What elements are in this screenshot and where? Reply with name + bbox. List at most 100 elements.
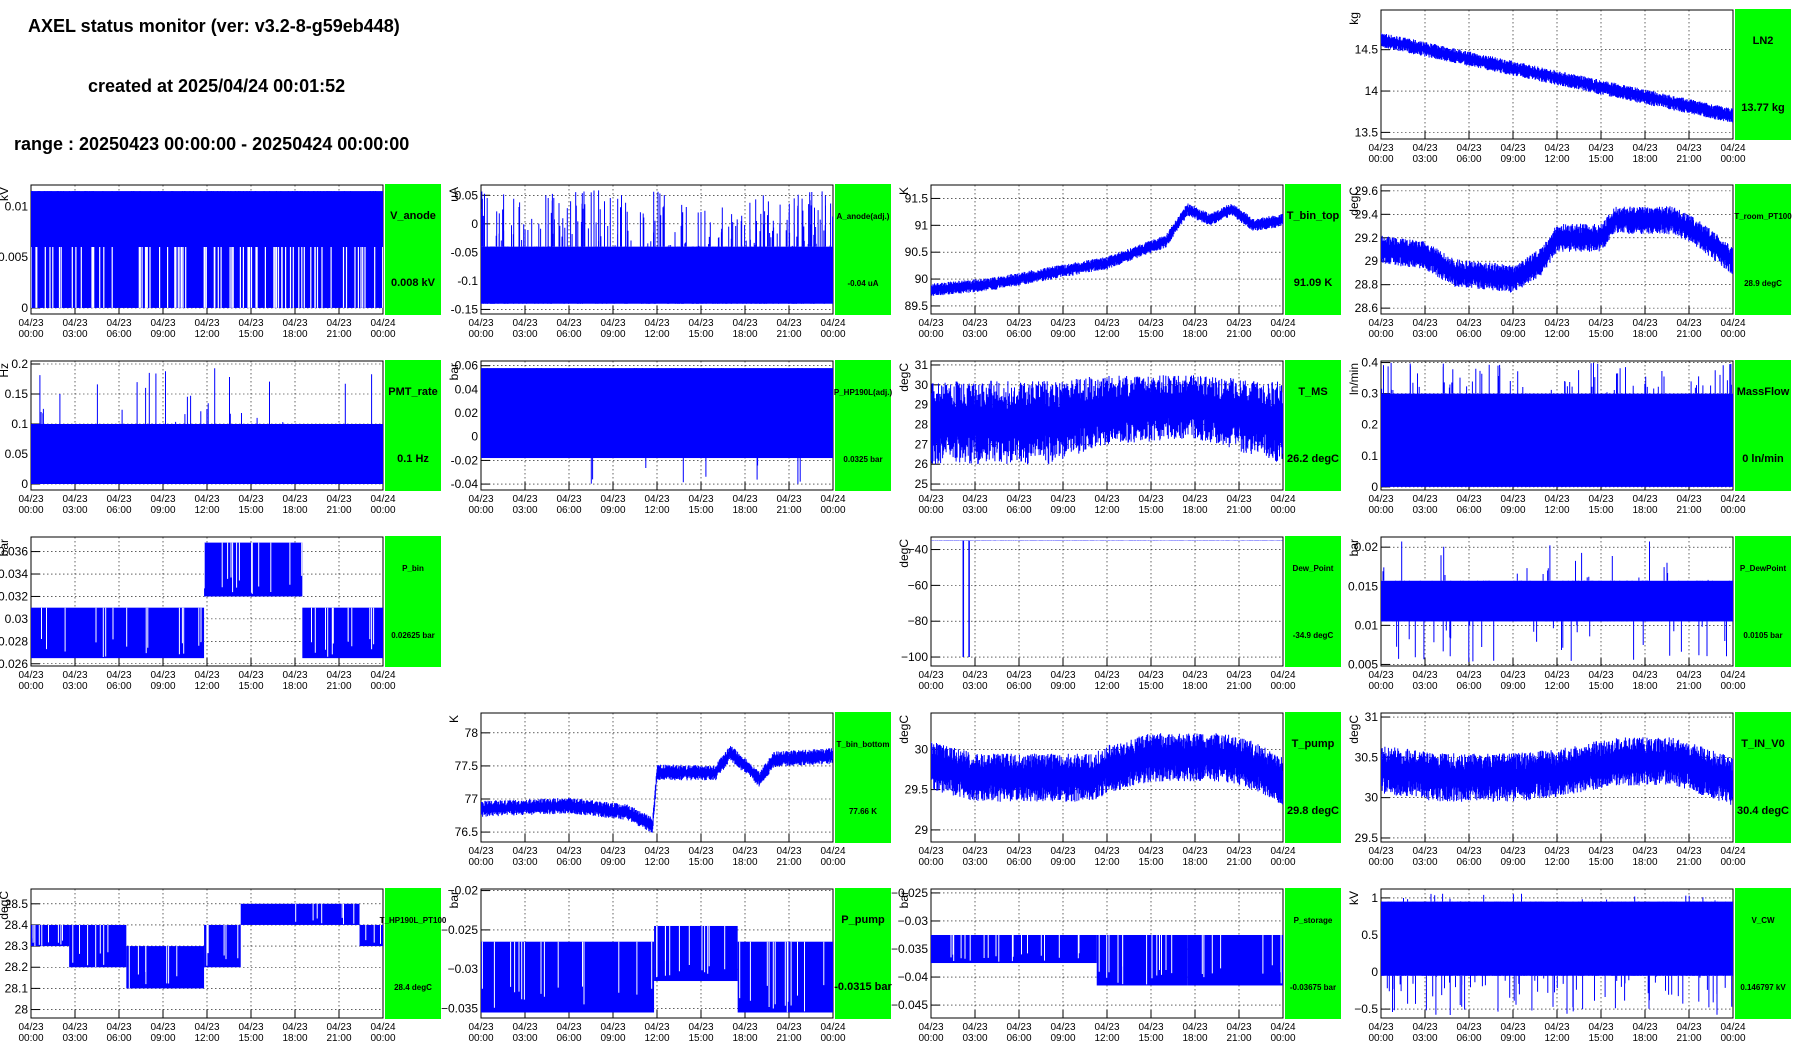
y-tick-label: 0.06	[455, 359, 479, 373]
x-tick-time: 18:00	[1632, 154, 1657, 165]
y-tick-label: 90.5	[905, 245, 929, 259]
chart-v_cw: −0.500.5104/2300:0004/2303:0004/2306:000…	[1347, 888, 1791, 1044]
created-timestamp: created at 2025/04/24 00:01:52	[88, 76, 346, 96]
data-trace	[1381, 32, 1733, 123]
x-tick-date: 04/23	[1456, 494, 1481, 505]
x-tick-date: 04/23	[1226, 846, 1251, 857]
x-tick-date: 04/23	[1412, 846, 1437, 857]
x-tick-date: 04/23	[238, 494, 263, 505]
y-tick-label: 0.02	[1355, 540, 1379, 554]
x-tick-date: 04/23	[600, 318, 625, 329]
x-tick-time: 06:00	[1006, 329, 1031, 340]
data-step-band	[204, 542, 303, 597]
x-tick-time: 12:00	[1544, 329, 1569, 340]
x-tick-date: 04/23	[1456, 318, 1481, 329]
y-tick-label: 28.8	[1355, 278, 1379, 292]
x-tick-date: 04/23	[1500, 1022, 1525, 1033]
y-tick-label: -0.05	[451, 245, 479, 259]
x-tick-time: 06:00	[1456, 505, 1481, 516]
x-tick-date: 04/23	[1226, 318, 1251, 329]
x-tick-date: 04/24	[370, 494, 395, 505]
data-spikes	[38, 368, 373, 484]
label-box	[1735, 888, 1791, 1019]
chart-t_in_v0: 29.53030.53104/2300:0004/2303:0004/2306:…	[1347, 710, 1791, 868]
x-tick-date: 04/23	[1588, 846, 1613, 857]
x-tick-date: 04/23	[238, 1022, 263, 1033]
x-tick-time: 09:00	[1500, 1033, 1525, 1044]
label-box	[1285, 712, 1341, 843]
x-tick-date: 04/23	[1006, 1022, 1031, 1033]
y-tick-label: 27	[915, 437, 929, 451]
x-tick-date: 04/23	[512, 318, 537, 329]
y-tick-label: 0.036	[0, 545, 28, 559]
y-tick-label: 29	[915, 398, 929, 412]
y-tick-label: -0.04	[451, 477, 479, 491]
data-gaps	[41, 542, 375, 657]
label-box	[835, 184, 891, 315]
x-tick-time: 21:00	[1676, 505, 1701, 516]
x-tick-time: 00:00	[1270, 329, 1295, 340]
data-gaps	[31, 247, 383, 308]
x-tick-date: 04/23	[1006, 846, 1031, 857]
x-tick-time: 00:00	[18, 681, 43, 692]
x-tick-date: 04/23	[1412, 143, 1437, 154]
data-step-band	[240, 903, 360, 925]
data-step-band	[359, 924, 383, 947]
x-tick-date: 04/23	[962, 1022, 987, 1033]
x-tick-time: 06:00	[556, 505, 581, 516]
x-tick-date: 04/23	[18, 318, 43, 329]
chart-ln2: 13.51414.504/2300:0004/2303:0004/2306:00…	[1347, 9, 1791, 165]
x-tick-date: 04/23	[150, 670, 175, 681]
data-trace	[481, 190, 833, 304]
x-tick-time: 06:00	[1006, 857, 1031, 868]
x-tick-time: 12:00	[1544, 505, 1569, 516]
x-tick-time: 12:00	[1094, 681, 1119, 692]
x-tick-date: 04/23	[1226, 670, 1251, 681]
x-tick-time: 15:00	[688, 329, 713, 340]
x-tick-time: 09:00	[1500, 857, 1525, 868]
x-tick-date: 04/23	[18, 670, 43, 681]
data-envelope	[931, 375, 1283, 465]
data-gaps	[481, 926, 825, 1013]
data-step-band	[481, 941, 655, 1013]
y-tick-label: 76.5	[455, 825, 479, 839]
data-step-band	[31, 607, 205, 659]
y-axis-label: kV	[1347, 891, 1361, 905]
x-tick-date: 04/23	[468, 318, 493, 329]
x-tick-date: 04/24	[370, 318, 395, 329]
x-tick-date: 04/23	[1588, 670, 1613, 681]
y-tick-label: 30	[915, 742, 929, 756]
x-tick-time: 00:00	[1368, 857, 1393, 868]
y-axis-label: bar	[1347, 539, 1361, 556]
y-axis-label: ln/min	[1347, 363, 1361, 395]
y-tick-label: 78	[465, 726, 479, 740]
x-tick-time: 03:00	[512, 857, 537, 868]
x-tick-date: 04/23	[1226, 1022, 1251, 1033]
x-tick-date: 04/23	[1456, 670, 1481, 681]
x-tick-time: 12:00	[1544, 681, 1569, 692]
x-tick-time: 18:00	[732, 1033, 757, 1044]
x-tick-time: 18:00	[1632, 1033, 1657, 1044]
x-tick-date: 04/23	[512, 846, 537, 857]
x-tick-time: 18:00	[1632, 505, 1657, 516]
x-tick-date: 04/23	[1050, 494, 1075, 505]
data-trend	[481, 746, 833, 833]
data-spikes	[481, 190, 833, 304]
x-tick-time: 21:00	[326, 329, 351, 340]
y-tick-label: 0	[471, 430, 478, 444]
x-tick-date: 04/23	[1368, 1022, 1393, 1033]
x-tick-time: 00:00	[18, 1033, 43, 1044]
x-tick-date: 04/23	[556, 494, 581, 505]
y-tick-label: −100	[901, 650, 928, 664]
x-tick-time: 00:00	[1270, 505, 1295, 516]
x-tick-time: 00:00	[1270, 1033, 1295, 1044]
y-tick-label: 0.1	[11, 417, 28, 431]
label-box	[385, 888, 441, 1019]
y-tick-label: 29.2	[1355, 231, 1379, 245]
x-tick-time: 09:00	[600, 505, 625, 516]
x-tick-date: 04/23	[326, 1022, 351, 1033]
x-tick-date: 04/24	[1720, 318, 1745, 329]
x-tick-time: 12:00	[1544, 154, 1569, 165]
x-tick-date: 04/23	[962, 318, 987, 329]
x-tick-time: 00:00	[1720, 329, 1745, 340]
